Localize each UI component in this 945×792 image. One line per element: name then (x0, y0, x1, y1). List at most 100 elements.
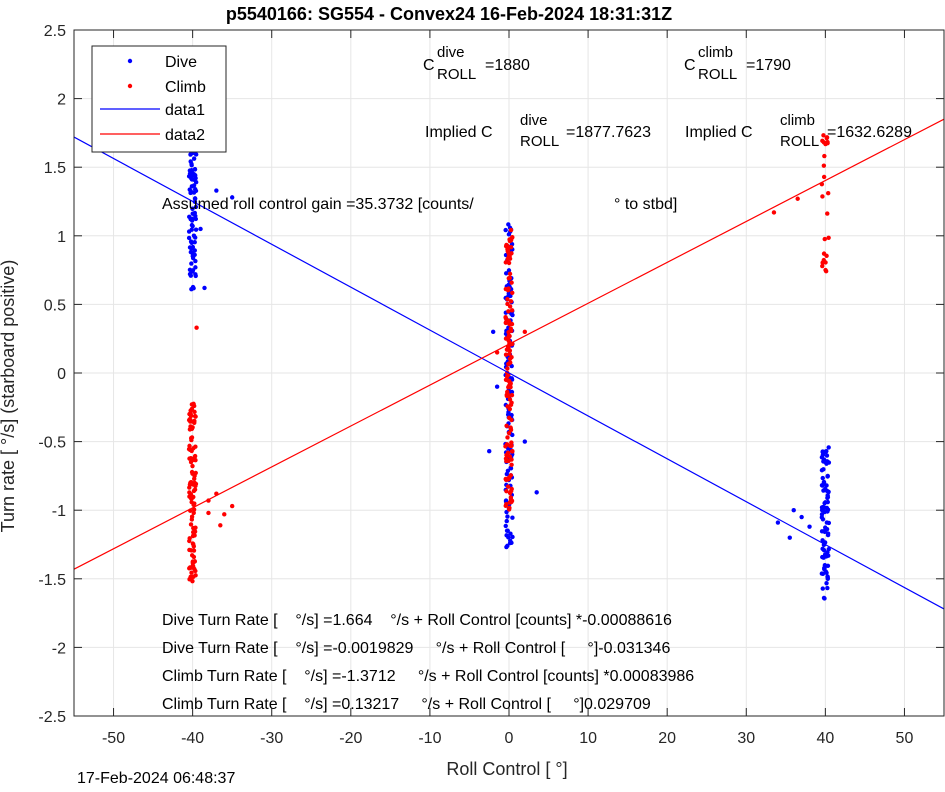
dive-point (825, 531, 831, 536)
footer-timestamp: 17-Feb-2024 06:48:37 (77, 770, 236, 787)
climb-point (510, 290, 515, 295)
legend-item-climb: Climb (127, 79, 206, 96)
climb-point (188, 480, 194, 485)
y-tick-label: 2.5 (44, 23, 66, 40)
climb-point (189, 514, 195, 519)
dive-point (188, 249, 194, 255)
legend-dive-label: Dive (165, 54, 197, 71)
implied-dive-value: =1877.7623 (566, 124, 651, 141)
dive-point (503, 227, 508, 233)
climb-point (509, 280, 514, 285)
climb-point (187, 443, 192, 449)
dive-point (787, 535, 792, 540)
climb-point (507, 383, 513, 388)
dive-point (188, 239, 194, 244)
dive-point (191, 156, 197, 161)
climb-point (505, 243, 510, 249)
data-points (186, 117, 832, 601)
climb-point (822, 236, 827, 242)
dive-point (188, 190, 193, 196)
climb-point (192, 559, 197, 564)
climb-point (189, 402, 195, 407)
climb-point (503, 260, 508, 265)
x-tick-label: -40 (181, 730, 204, 747)
dive-point (189, 222, 195, 228)
climb-point (821, 163, 827, 168)
dive-point (192, 196, 198, 201)
climb-point (506, 260, 512, 266)
climb-point (821, 174, 827, 180)
climb-point (503, 352, 509, 357)
dive-point (503, 523, 508, 529)
climb-point (193, 444, 198, 449)
climb-point (507, 475, 512, 480)
climb-point (193, 457, 198, 463)
dive-point (824, 581, 829, 586)
dive-point (825, 473, 830, 479)
climb-point (508, 495, 514, 500)
dive-point (822, 505, 827, 511)
c-dive-sup: dive (437, 44, 465, 61)
climb-point (504, 347, 510, 352)
legend-data1-label: data1 (165, 102, 205, 119)
climb-point (825, 211, 830, 216)
dive-point (534, 490, 539, 495)
dive-point (189, 163, 194, 168)
climb-point (505, 435, 510, 440)
dive-point (189, 167, 194, 173)
x-tick-label: 40 (816, 730, 834, 747)
climb-point (188, 522, 194, 527)
climb-point (503, 503, 508, 509)
implied-dive-sub: ROLL (520, 133, 559, 150)
dive-point (820, 517, 826, 522)
dive-point (193, 204, 199, 210)
dive-point (202, 285, 207, 291)
climb-point (505, 366, 510, 371)
dive-point (229, 195, 235, 200)
dive-point (186, 229, 192, 234)
climb-point (187, 566, 192, 571)
legend-climb-marker (127, 83, 133, 89)
y-tick-label: 0.5 (44, 297, 66, 314)
dive-point (191, 233, 197, 238)
y-tick-label: 0 (57, 366, 66, 383)
dive-point (807, 524, 812, 529)
dive-point (189, 184, 195, 189)
legend-item-data1: data1 (100, 102, 205, 119)
climb-point (505, 404, 510, 409)
dive-point (193, 216, 198, 222)
climb-point (824, 135, 829, 141)
dive-point (825, 550, 830, 555)
climb-point (191, 510, 196, 516)
climb-point (822, 153, 827, 159)
climb-point (192, 487, 198, 492)
climb-point (192, 413, 198, 419)
fit-line-1: Dive Turn Rate [ °/s] =1.664 °/s + Roll … (162, 612, 672, 629)
climb-point (522, 329, 528, 335)
y-tick-labels: -2.5 -2 -1.5 -1 -0.5 0 0.5 1 1.5 2 2.5 (38, 23, 66, 726)
fit-line-4: Climb Turn Rate [ °/s] =0.13217 °/s + Ro… (162, 696, 651, 713)
implied-dive-sup: dive (520, 112, 548, 129)
climb-point (506, 255, 511, 260)
climb-point (503, 477, 509, 483)
dive-point (192, 210, 198, 216)
dive-point (214, 188, 219, 193)
x-tick-label: -30 (260, 730, 283, 747)
climb-point (509, 308, 515, 313)
dive-point (190, 206, 195, 211)
dive-point (503, 271, 509, 276)
climb-point (506, 338, 511, 344)
dive-point (505, 514, 510, 519)
dive-point (198, 226, 203, 232)
implied-climb-sub: ROLL (780, 133, 819, 150)
y-tick-label: 1.5 (44, 160, 66, 177)
c-climb-base: C (684, 57, 696, 74)
climb-point (506, 333, 512, 339)
dive-point (825, 495, 830, 501)
implied-climb-annotation: Implied C climb ROLL =1632.6289 (685, 112, 912, 150)
dive-point (506, 268, 512, 273)
dive-point (506, 232, 512, 237)
legend-item-data2: data2 (100, 127, 205, 144)
dive-point (824, 453, 830, 458)
climb-point (821, 133, 826, 138)
